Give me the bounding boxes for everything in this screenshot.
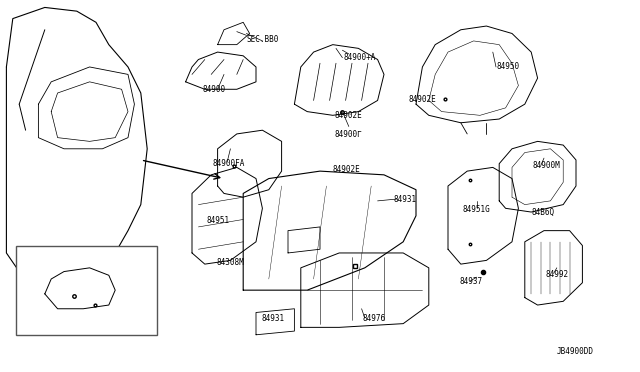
Text: 84902E: 84902E — [334, 111, 362, 120]
Text: 84900: 84900 — [37, 258, 60, 267]
Text: 84951G: 84951G — [463, 205, 490, 214]
Text: 84992: 84992 — [545, 270, 568, 279]
Text: 84902E: 84902E — [333, 165, 360, 174]
Text: JB4900DD: JB4900DD — [557, 347, 594, 356]
Bar — [16, 246, 157, 335]
Text: 84951: 84951 — [206, 216, 229, 225]
Text: 84900+A: 84900+A — [344, 53, 376, 62]
Text: 84931: 84931 — [394, 195, 417, 204]
Text: 84308M: 84308M — [216, 258, 244, 267]
Text: 84900FA: 84900FA — [33, 304, 65, 313]
Text: 84950: 84950 — [497, 62, 520, 71]
Text: 84900M: 84900M — [532, 161, 560, 170]
Text: 84931: 84931 — [261, 314, 284, 323]
Text: 84937: 84937 — [460, 277, 483, 286]
Text: 84B6Q: 84B6Q — [531, 208, 554, 217]
Text: 84900Γ: 84900Γ — [334, 130, 362, 139]
Text: 84900: 84900 — [202, 85, 225, 94]
Text: SEC.BB0: SEC.BB0 — [246, 35, 279, 44]
Text: 84902E: 84902E — [408, 95, 436, 104]
Text: 84976: 84976 — [362, 314, 385, 323]
Text: 84900FA: 84900FA — [212, 159, 245, 168]
